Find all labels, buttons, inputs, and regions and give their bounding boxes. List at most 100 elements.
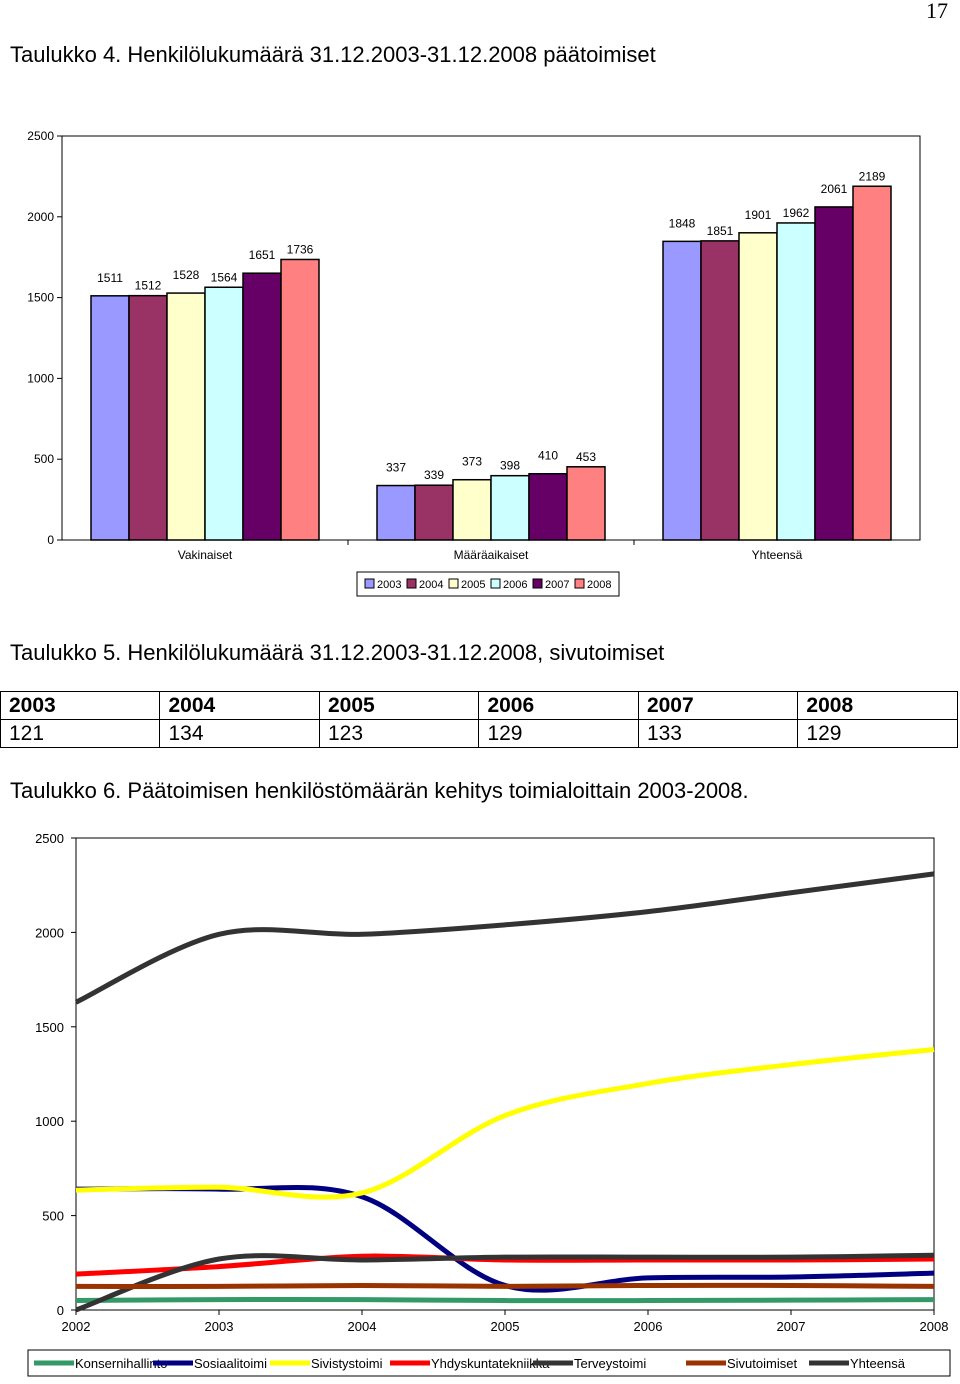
- y-tick-label: 1500: [35, 1020, 64, 1035]
- data-label: 1851: [707, 224, 734, 238]
- value-cell: 129: [797, 719, 958, 748]
- bar: [528, 472, 568, 541]
- data-label: 398: [500, 459, 520, 473]
- series-line: [75, 1282, 935, 1289]
- bar: [376, 484, 416, 541]
- data-label: 337: [386, 461, 406, 475]
- data-label: 373: [462, 455, 482, 469]
- legend-swatch: [490, 578, 501, 589]
- legend-label: Sivutoimiset: [727, 1356, 797, 1371]
- table5-title: Taulukko 5. Henkilölukumäärä 31.12.2003-…: [10, 640, 665, 665]
- header-cell: 2008: [797, 691, 958, 720]
- y-tick-label: 2000: [35, 925, 64, 940]
- header-cell: 2005: [318, 691, 480, 720]
- legend-label: Sosiaalitoimi: [194, 1356, 267, 1371]
- series-line: [74, 871, 935, 1005]
- y-tick-label: 2500: [27, 129, 54, 143]
- legend-label: 2005: [461, 579, 485, 591]
- bar: [776, 222, 816, 541]
- x-category-label: Vakinaiset: [178, 548, 233, 562]
- x-tick-label: 2007: [777, 1319, 806, 1334]
- series-line: [75, 1046, 935, 1200]
- header-cell: 2003: [0, 691, 161, 720]
- x-tick-label: 2002: [62, 1319, 91, 1334]
- legend-label: Yhteensä: [850, 1356, 906, 1371]
- legend-swatch: [448, 578, 459, 589]
- data-label: 1848: [669, 216, 696, 230]
- legend-label: 2008: [587, 579, 611, 591]
- header-cell: 2006: [478, 691, 639, 720]
- table-header-row: 2003 2004 2005 2006 2007 2008: [0, 691, 958, 720]
- data-label: 453: [576, 450, 596, 464]
- y-tick-label: 0: [57, 1303, 64, 1318]
- series-line: [75, 1296, 935, 1304]
- header-cell: 2007: [637, 691, 799, 720]
- data-label: 1511: [97, 271, 123, 285]
- bar: [90, 295, 130, 541]
- legend-label: 2006: [503, 579, 527, 591]
- data-label: 339: [424, 468, 444, 482]
- x-tick-label: 2003: [205, 1319, 234, 1334]
- table6-title: Taulukko 6. Päätoimisen henkilöstömäärän…: [10, 778, 749, 803]
- data-label: 1512: [135, 279, 162, 293]
- value-cell: 129: [478, 719, 639, 748]
- bar: [852, 185, 892, 541]
- line-legend: Konsernihallinto Sosiaalitoimi Sivistystoi…: [27, 1349, 951, 1377]
- legend-swatch: [532, 578, 543, 589]
- bar: [204, 286, 244, 541]
- y-tick-label: 1500: [27, 291, 54, 305]
- x-tick-label: 2005: [491, 1319, 520, 1334]
- data-label: 1564: [211, 270, 238, 284]
- legend-label: 2003: [377, 579, 401, 591]
- table4-title: Taulukko 4. Henkilölukumäärä 31.12.2003-…: [10, 42, 656, 67]
- legend-swatch: [406, 578, 417, 589]
- legend-label: Sivistystoimi: [311, 1356, 383, 1371]
- data-label: 1901: [745, 208, 772, 222]
- legend-label: Yhdyskuntatekniikka: [431, 1356, 550, 1371]
- bar: [280, 258, 320, 541]
- legend-label: 2007: [545, 579, 569, 591]
- legend-label: Konsernihallinto: [75, 1356, 168, 1371]
- y-tick-label: 500: [42, 1209, 64, 1224]
- series-line: [75, 1184, 935, 1293]
- value-cell: 133: [637, 719, 799, 748]
- data-label: 1962: [783, 206, 810, 220]
- bar: [814, 206, 854, 541]
- x-category-label: Yhteensä: [752, 548, 803, 562]
- bar: [242, 272, 282, 541]
- data-label: 1651: [249, 248, 276, 262]
- data-label: 2189: [859, 169, 886, 183]
- page-number: 17: [926, 0, 948, 23]
- sivutoimiset-table: 2003 2004 2005 2006 2007 2008 121 134 12…: [0, 691, 958, 748]
- bar: [566, 466, 606, 541]
- bar: [452, 478, 492, 541]
- header-cell: 2004: [159, 691, 320, 720]
- y-tick-label: 0: [47, 533, 54, 547]
- y-tick-label: 500: [34, 452, 54, 466]
- y-tick-label: 2500: [35, 831, 64, 846]
- plot-frame: [75, 837, 935, 1311]
- x-tick-label: 2008: [920, 1319, 949, 1334]
- bar: [166, 292, 206, 541]
- y-tick-label: 1000: [27, 371, 54, 385]
- y-tick-label: 1000: [35, 1114, 64, 1129]
- series-line: [75, 1253, 935, 1277]
- x-tick-label: 2004: [348, 1319, 377, 1334]
- bar: [738, 232, 778, 541]
- data-label: 2061: [821, 182, 848, 196]
- data-label: 1736: [287, 242, 314, 256]
- value-cell: 123: [318, 719, 480, 748]
- legend-swatch: [574, 578, 585, 589]
- line-chart: 0 500 1000 1500 2000 2500 2002 2003 2004 2005 2006…: [27, 831, 951, 1377]
- bar: [700, 240, 740, 541]
- legend-swatch: [364, 578, 375, 589]
- legend-label: 2004: [419, 579, 443, 591]
- data-label: 410: [538, 449, 558, 463]
- value-cell: 121: [0, 719, 161, 748]
- bar-chart: 0 500 1000 1500 2000 2500 Vakinaiset 1511 1512 15…: [27, 129, 921, 597]
- bar: [128, 294, 168, 541]
- table-row: 121 134 123 129 133 129: [0, 719, 958, 748]
- x-tick-label: 2006: [634, 1319, 663, 1334]
- series-line: [75, 1252, 935, 1313]
- value-cell: 134: [159, 719, 320, 748]
